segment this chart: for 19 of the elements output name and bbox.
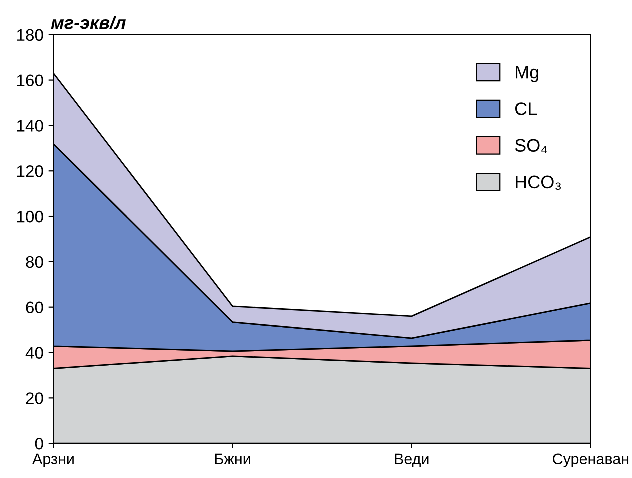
legend-label: CL — [515, 102, 538, 116]
y-tick-label: 140 — [17, 120, 44, 132]
legend-label: Mg — [516, 66, 538, 82]
y-tick-label: 20 — [26, 392, 44, 404]
y-tick-label: 120 — [17, 166, 44, 178]
legend-label: SO₄ — [515, 139, 548, 154]
y-tick-label: 100 — [17, 210, 44, 223]
y-tick-label: 80 — [26, 256, 44, 268]
x-tick-label: Арзни — [32, 454, 74, 468]
x-tick-label: Веди — [395, 454, 429, 468]
y-tick-label: 60 — [26, 302, 44, 314]
legend-label: HCO₃ — [516, 176, 561, 190]
x-tick-label: Бжни — [215, 454, 250, 464]
y-tick-label: 180 — [17, 29, 44, 42]
x-tick-label: Суренаван — [553, 454, 629, 468]
y-tick-label: 40 — [26, 347, 44, 359]
y-tick-label: 160 — [17, 74, 44, 87]
y-axis-title: мг-экв/л — [51, 16, 126, 30]
y-tick-label: 0 — [35, 438, 44, 450]
